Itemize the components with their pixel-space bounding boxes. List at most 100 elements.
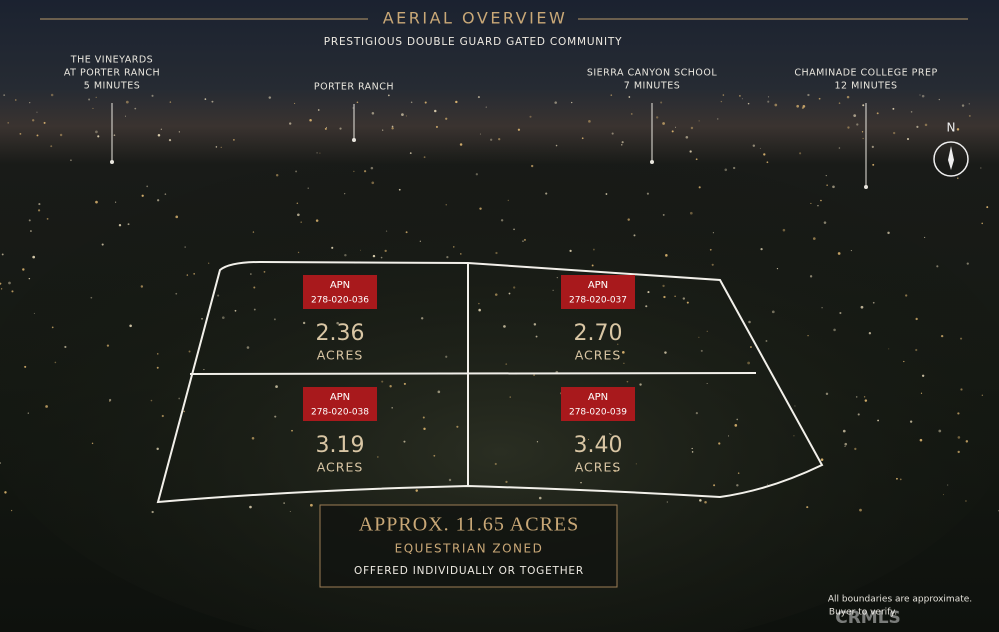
city-light (115, 201, 117, 203)
city-light (854, 447, 857, 451)
city-light (10, 509, 13, 512)
city-light (533, 374, 535, 376)
city-light (919, 94, 921, 96)
city-light (733, 166, 736, 170)
city-light (151, 94, 154, 97)
city-light (435, 125, 438, 128)
city-light (389, 385, 392, 388)
parcel-acres: 2.70 (574, 321, 623, 346)
city-light (0, 282, 2, 285)
compass-label: N (947, 121, 956, 135)
city-light (297, 213, 300, 217)
city-light (387, 94, 390, 97)
city-light (274, 415, 277, 418)
city-light (300, 221, 302, 223)
city-light (101, 243, 104, 246)
city-light (188, 350, 191, 353)
city-light (253, 286, 256, 289)
city-light (853, 114, 857, 118)
city-light (186, 274, 189, 276)
city-light (275, 385, 278, 388)
city-light (968, 103, 970, 105)
city-light (275, 174, 279, 177)
compass-needle (948, 146, 954, 170)
city-light (59, 133, 63, 137)
city-light (0, 288, 3, 290)
city-light (505, 363, 508, 365)
city-light (391, 125, 394, 128)
city-light (916, 125, 919, 128)
city-light (291, 429, 293, 432)
city-light (936, 265, 939, 268)
city-light (981, 222, 983, 225)
city-light (325, 126, 328, 128)
city-light (903, 360, 905, 363)
city-light (627, 218, 630, 221)
city-light (862, 104, 865, 107)
city-light (799, 152, 802, 155)
city-light (957, 412, 960, 415)
city-light (331, 246, 334, 249)
city-light (372, 254, 376, 258)
city-light (211, 100, 214, 103)
city-light (445, 117, 448, 120)
city-light (437, 390, 441, 394)
landmark-label: 12 MINUTES (834, 81, 897, 92)
city-light (760, 248, 763, 251)
city-light (405, 231, 408, 234)
city-light (940, 334, 944, 338)
city-light (1, 253, 4, 256)
city-light (283, 502, 285, 504)
city-light (273, 318, 276, 321)
city-light (826, 184, 828, 186)
city-light (655, 116, 659, 119)
city-light (691, 451, 694, 453)
summary-box (319, 504, 618, 588)
city-light (872, 301, 875, 304)
city-light (767, 483, 769, 485)
city-light (517, 128, 521, 131)
city-light (752, 144, 756, 147)
city-light (920, 392, 923, 394)
city-light (36, 111, 38, 113)
city-light (801, 106, 804, 110)
city-light (251, 436, 255, 440)
city-light (92, 107, 94, 109)
city-light (479, 133, 482, 135)
city-light (856, 123, 859, 126)
city-light (380, 256, 383, 259)
city-light (289, 510, 291, 513)
city-light (339, 127, 342, 130)
city-light (129, 324, 132, 328)
city-light (737, 472, 740, 474)
city-light (896, 477, 898, 480)
landmark-label: THE VINEYARDS (70, 55, 153, 66)
city-light (711, 263, 714, 266)
city-light (905, 294, 908, 297)
city-light (160, 128, 162, 130)
city-light (385, 230, 388, 232)
city-light (319, 152, 321, 154)
city-light (660, 101, 663, 104)
city-light (97, 135, 100, 138)
city-light (846, 95, 850, 99)
city-light (621, 144, 623, 146)
city-light (533, 323, 537, 326)
city-light (700, 349, 703, 352)
city-light (140, 285, 144, 288)
city-light (621, 141, 624, 144)
city-light (46, 217, 49, 220)
city-light (868, 332, 872, 335)
city-light (938, 98, 941, 101)
city-light (391, 127, 394, 130)
city-light (765, 340, 768, 342)
city-light (592, 248, 595, 251)
city-light (391, 407, 393, 409)
city-light (70, 159, 72, 162)
city-light (844, 445, 846, 447)
city-light (161, 414, 164, 418)
city-light (662, 122, 665, 125)
city-light (490, 138, 493, 141)
city-light (747, 102, 750, 105)
